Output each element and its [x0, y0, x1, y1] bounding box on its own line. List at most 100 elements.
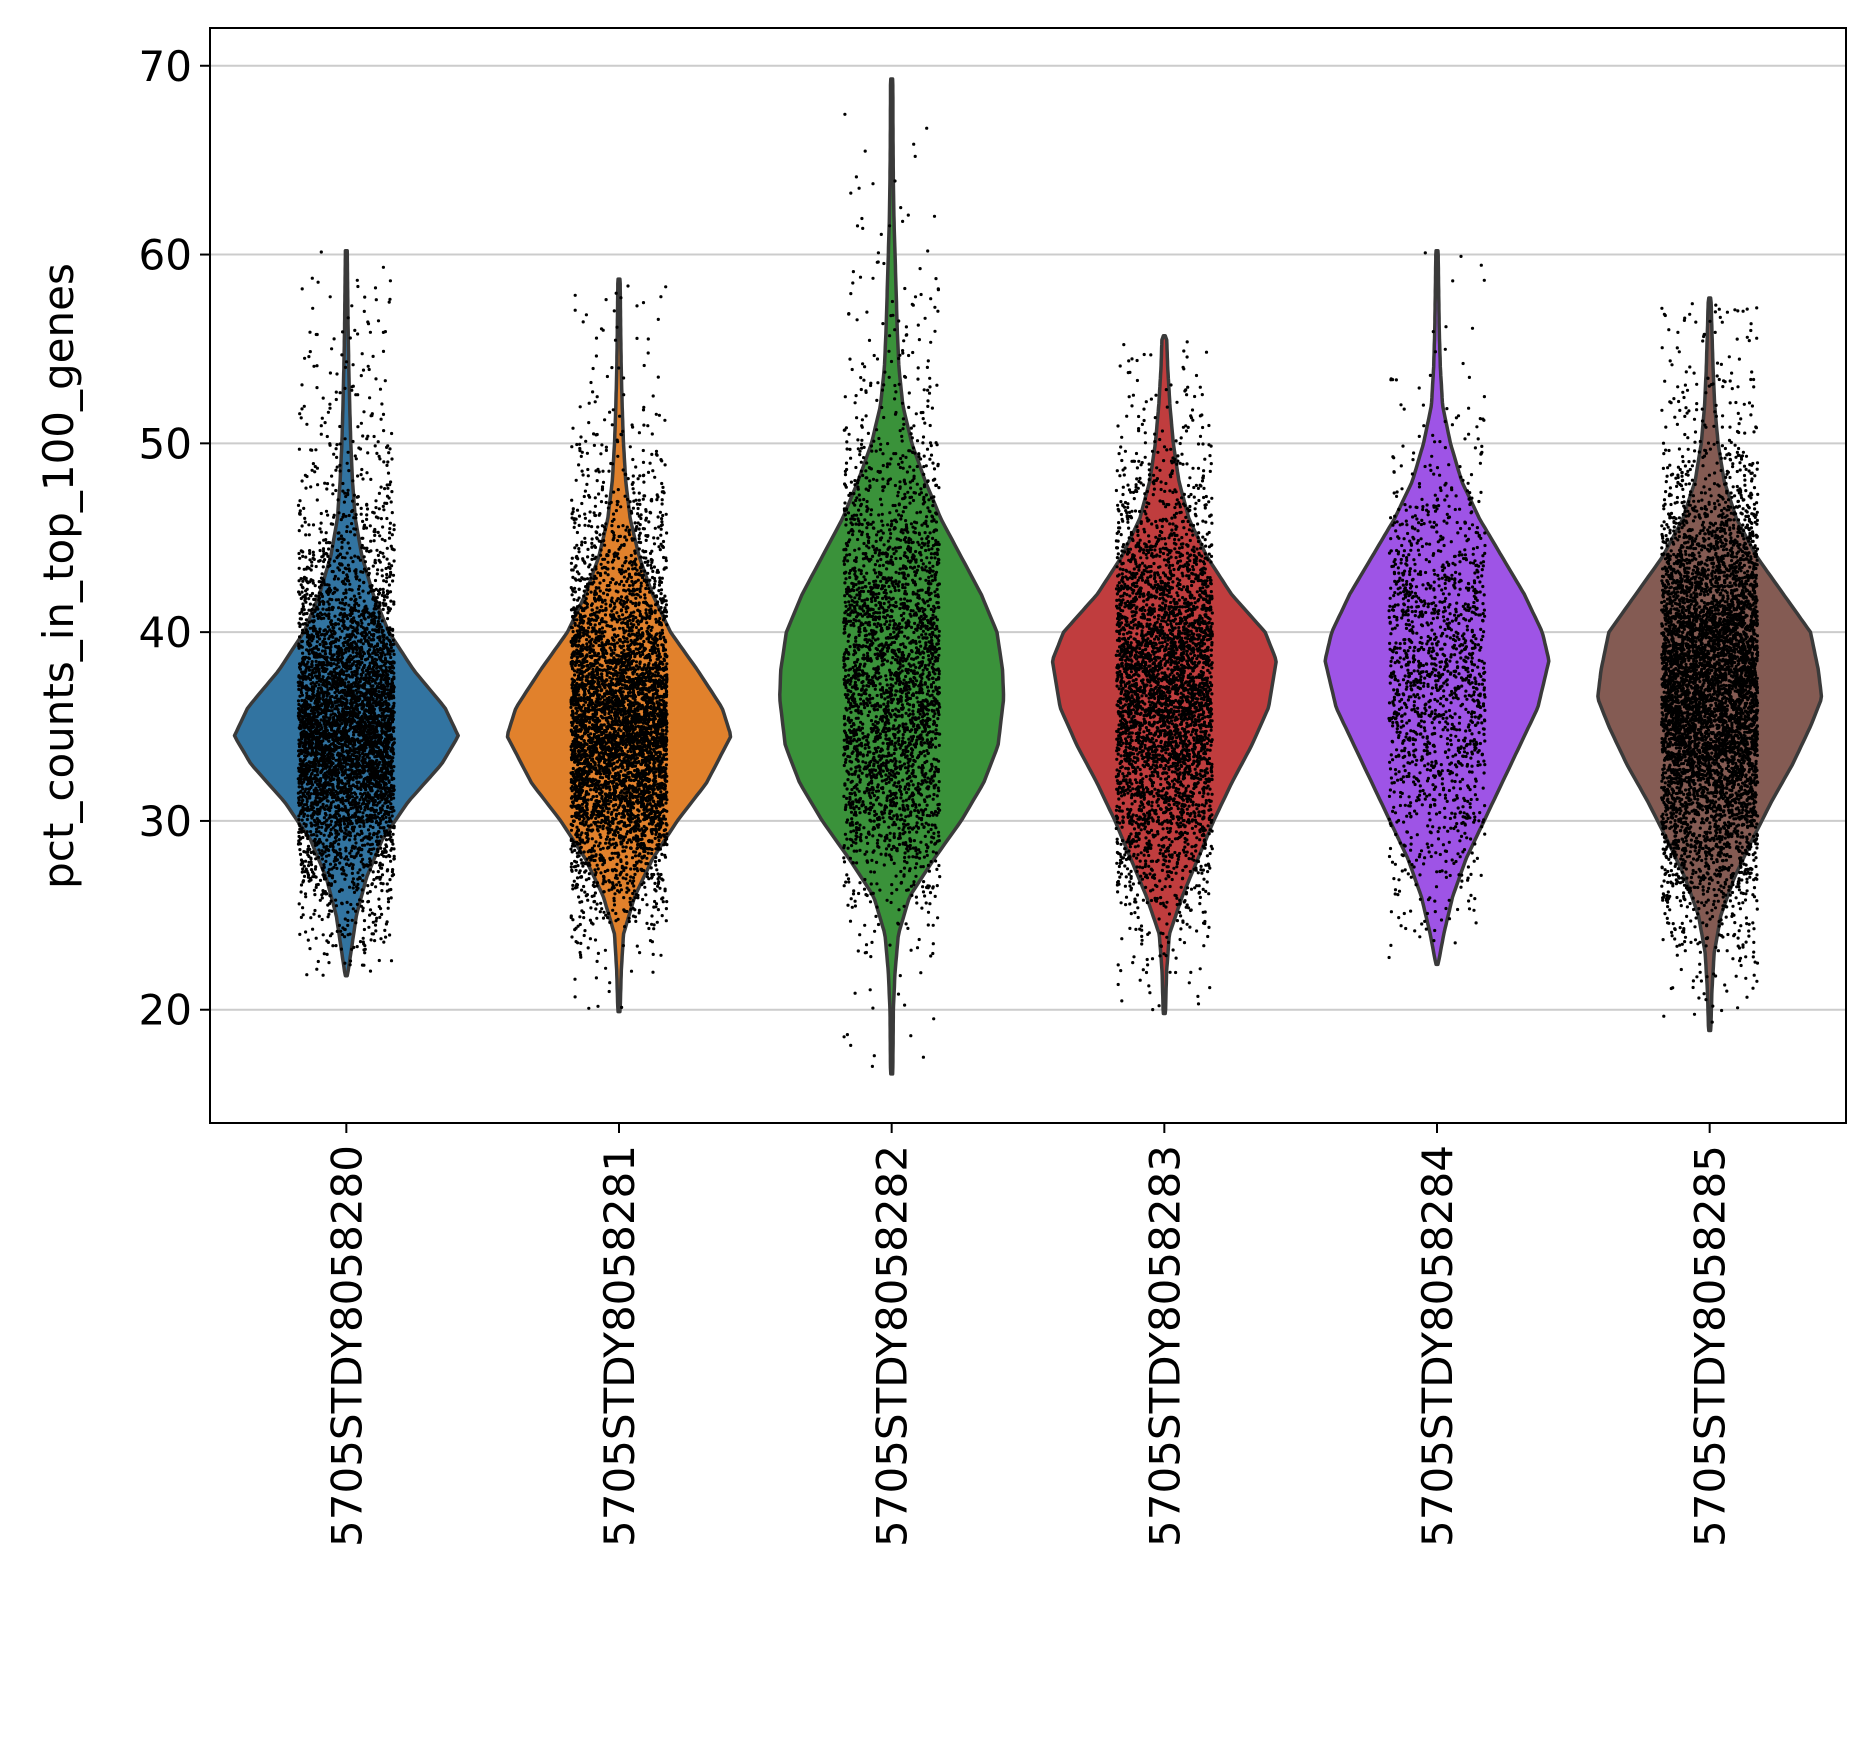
- strip-point: [369, 414, 373, 418]
- strip-point: [377, 897, 381, 901]
- strip-point: [363, 805, 367, 809]
- strip-point: [360, 543, 364, 548]
- strip-point: [380, 593, 384, 598]
- strip-point: [371, 564, 375, 568]
- strip-point: [344, 828, 348, 832]
- strip-point: [345, 666, 349, 670]
- strip-point: [304, 533, 308, 537]
- strip-point: [387, 631, 391, 635]
- strip-point: [379, 517, 383, 521]
- strip-point: [340, 902, 344, 906]
- strip-point: [300, 479, 304, 483]
- strip-point: [321, 549, 326, 553]
- strip-point: [336, 577, 340, 581]
- strip-point: [354, 393, 358, 397]
- strip-point: [392, 788, 396, 792]
- strip-point: [383, 487, 387, 491]
- strip-point: [352, 890, 357, 895]
- strip-point: [352, 881, 356, 886]
- strip-point: [332, 662, 336, 666]
- strip-point: [368, 859, 373, 863]
- strip-point: [336, 617, 340, 622]
- strip-point: [328, 862, 333, 866]
- strip-point: [383, 501, 387, 505]
- strip-point: [327, 616, 331, 621]
- strip-point: [343, 577, 348, 581]
- strip-point: [353, 699, 357, 703]
- strip-point: [346, 910, 350, 914]
- strip-point: [390, 457, 394, 461]
- strip-point: [378, 560, 382, 564]
- strip-point: [345, 525, 349, 529]
- strip-point: [311, 523, 316, 527]
- strip-point: [326, 940, 330, 945]
- strip-point: [382, 673, 386, 677]
- strip-point: [379, 846, 383, 850]
- strip-point: [318, 559, 322, 563]
- strip-point: [388, 771, 392, 775]
- strip-point: [330, 474, 334, 478]
- strip-point: [314, 684, 318, 688]
- strip-point: [356, 847, 360, 851]
- strip-point: [375, 548, 379, 552]
- strip-point: [360, 467, 364, 472]
- strip-point: [345, 616, 350, 621]
- strip-point: [353, 812, 357, 816]
- strip-point: [308, 704, 312, 709]
- strip-point: [311, 306, 315, 310]
- strip-point: [375, 702, 379, 706]
- strip-point: [335, 773, 340, 777]
- strip-point: [341, 598, 345, 602]
- strip-point: [307, 533, 311, 537]
- strip-point: [361, 368, 366, 372]
- strip-point: [385, 516, 389, 521]
- strip-point: [315, 735, 319, 739]
- strip-point: [317, 830, 321, 834]
- strip-point: [344, 855, 349, 859]
- strip-point: [362, 555, 366, 559]
- strip-point: [365, 502, 369, 506]
- strip-point: [315, 803, 319, 807]
- strip-point: [328, 406, 332, 410]
- strip-point: [303, 516, 307, 521]
- strip-point: [298, 757, 302, 762]
- strip-point: [387, 638, 391, 642]
- strip-point: [321, 973, 325, 977]
- strip-point: [350, 918, 354, 922]
- strip-point: [348, 851, 352, 855]
- strip-point: [298, 556, 302, 560]
- strip-point: [301, 879, 306, 883]
- strip-point: [316, 730, 320, 734]
- strip-point: [329, 899, 333, 903]
- strip-point: [366, 752, 370, 757]
- strip-point: [382, 758, 386, 763]
- strip-point: [302, 864, 306, 868]
- strip-point: [346, 744, 350, 748]
- strip-point: [307, 668, 312, 672]
- strip-point: [305, 666, 309, 670]
- strip-point: [327, 606, 331, 610]
- strip-point: [360, 816, 364, 820]
- strip-point: [351, 560, 355, 564]
- strip-point: [355, 691, 359, 695]
- strip-point: [362, 927, 366, 932]
- strip-point: [317, 848, 321, 852]
- strip-point: [319, 576, 324, 580]
- strip-point: [298, 852, 303, 857]
- strip-point: [331, 492, 335, 496]
- strip-point: [390, 806, 394, 810]
- strip-point: [338, 635, 342, 640]
- strip-point: [300, 774, 304, 778]
- strip-point: [335, 791, 339, 795]
- strip-point: [379, 705, 383, 709]
- strip-point: [373, 444, 377, 448]
- strip-point: [324, 541, 329, 545]
- strip-point: [353, 454, 357, 458]
- strip-point: [297, 579, 301, 583]
- strip-point: [378, 635, 382, 639]
- strip-point: [324, 828, 328, 833]
- strip-point: [367, 567, 371, 571]
- strip-point: [362, 599, 366, 603]
- strip-point: [367, 698, 371, 702]
- strip-point: [373, 939, 377, 943]
